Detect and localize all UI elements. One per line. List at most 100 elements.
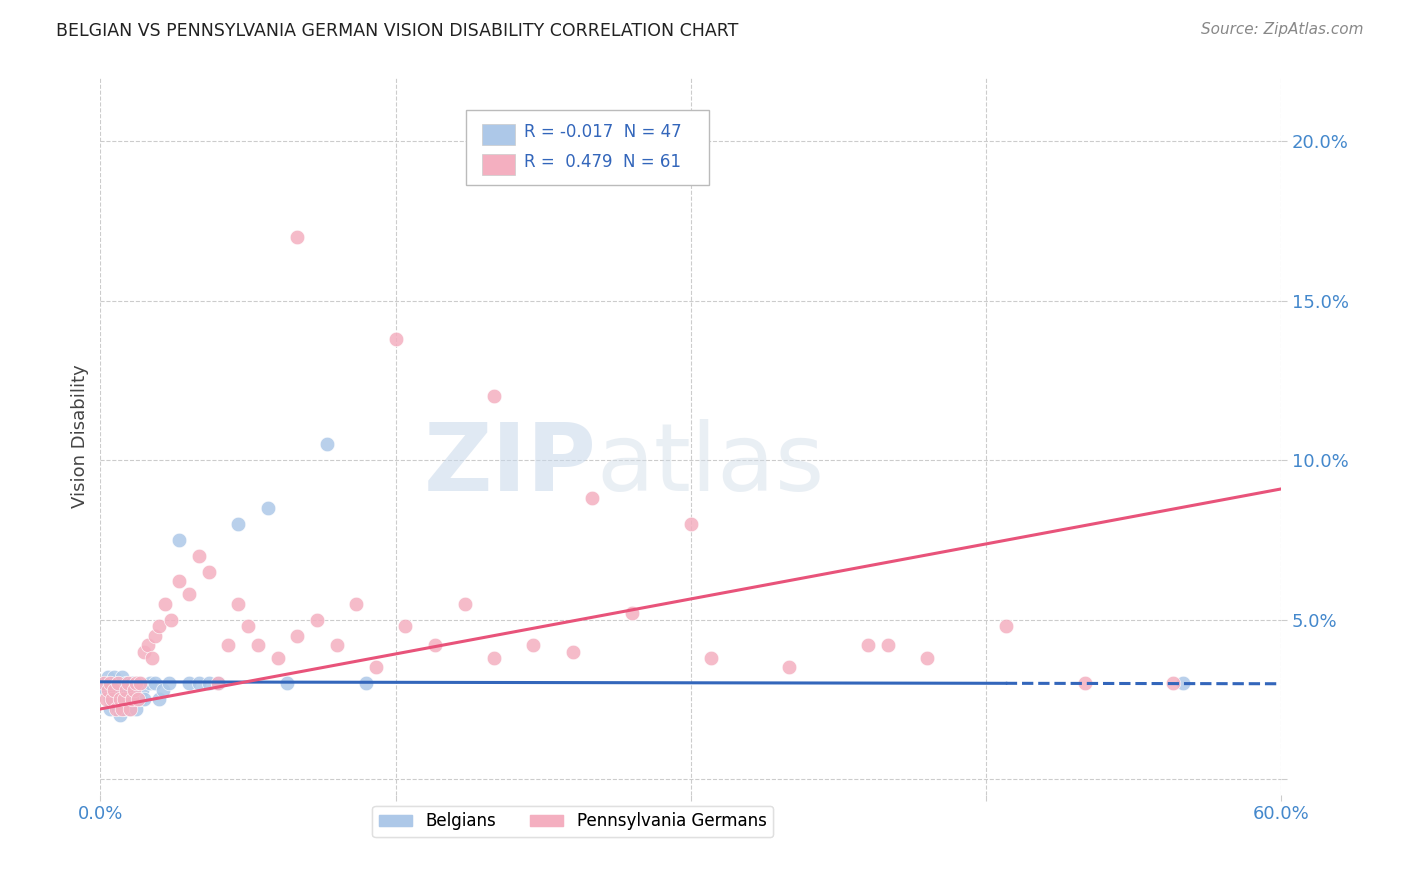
Point: [118, 682, 141, 697]
Point: [679, 516, 702, 531]
Point: [93, 676, 115, 690]
Point: [207, 676, 229, 690]
Point: [187, 549, 209, 563]
Point: [111, 670, 134, 684]
Point: [148, 619, 170, 633]
Point: [876, 638, 898, 652]
Point: [246, 638, 269, 652]
Point: [915, 651, 938, 665]
Point: [152, 682, 174, 697]
Point: [197, 676, 219, 690]
Text: Source: ZipAtlas.com: Source: ZipAtlas.com: [1201, 22, 1364, 37]
Y-axis label: Vision Disability: Vision Disability: [72, 364, 89, 508]
Point: [96, 682, 118, 697]
Point: [581, 491, 603, 506]
Point: [121, 692, 143, 706]
Point: [98, 692, 121, 706]
Point: [364, 660, 387, 674]
Point: [132, 692, 155, 706]
Point: [103, 682, 125, 697]
Point: [354, 676, 377, 690]
Text: BELGIAN VS PENNSYLVANIA GERMAN VISION DISABILITY CORRELATION CHART: BELGIAN VS PENNSYLVANIA GERMAN VISION DI…: [56, 22, 738, 40]
Point: [125, 676, 148, 690]
Point: [325, 638, 347, 652]
Text: R = -0.017  N = 47: R = -0.017 N = 47: [524, 123, 682, 142]
Point: [145, 629, 167, 643]
Point: [226, 516, 249, 531]
Point: [112, 682, 135, 697]
Point: [115, 676, 138, 690]
Point: [394, 619, 416, 633]
Point: [155, 597, 177, 611]
Point: [118, 702, 141, 716]
Point: [115, 692, 138, 706]
Point: [453, 597, 475, 611]
Point: [167, 574, 190, 589]
Point: [105, 702, 128, 716]
Point: [111, 692, 134, 706]
Point: [117, 676, 139, 690]
Point: [778, 660, 800, 674]
Point: [177, 587, 200, 601]
Point: [138, 676, 160, 690]
Point: [118, 702, 141, 716]
Point: [98, 676, 121, 690]
Point: [132, 644, 155, 658]
Point: [108, 682, 131, 697]
Point: [167, 533, 190, 547]
Point: [157, 676, 180, 690]
Point: [127, 692, 149, 706]
Point: [108, 692, 131, 706]
Point: [122, 682, 145, 697]
Point: [1073, 676, 1095, 690]
Point: [131, 682, 153, 697]
Bar: [482, 124, 515, 145]
Point: [93, 676, 115, 690]
Point: [423, 638, 446, 652]
Point: [107, 676, 129, 690]
Point: [103, 682, 125, 697]
Point: [522, 638, 544, 652]
Point: [105, 692, 128, 706]
Point: [108, 708, 131, 723]
Point: [285, 629, 308, 643]
Text: atlas: atlas: [596, 419, 825, 511]
Point: [145, 676, 167, 690]
Point: [236, 619, 259, 633]
Point: [112, 692, 135, 706]
Point: [96, 692, 118, 706]
Point: [994, 619, 1017, 633]
Point: [115, 682, 138, 697]
Point: [276, 676, 298, 690]
Point: [112, 702, 135, 716]
Point: [699, 651, 721, 665]
Point: [98, 702, 121, 716]
Point: [217, 638, 239, 652]
Point: [107, 702, 129, 716]
Point: [111, 702, 134, 716]
Point: [482, 651, 505, 665]
Point: [197, 565, 219, 579]
Point: [266, 651, 288, 665]
Point: [97, 670, 120, 684]
Point: [1161, 676, 1184, 690]
Point: [315, 437, 337, 451]
Point: [122, 692, 145, 706]
Point: [105, 686, 128, 700]
Point: [148, 692, 170, 706]
Point: [207, 676, 229, 690]
Point: [226, 597, 249, 611]
Legend: Belgians, Pennsylvania Germans: Belgians, Pennsylvania Germans: [373, 805, 773, 837]
Point: [127, 676, 149, 690]
Point: [101, 676, 124, 690]
Bar: [482, 154, 515, 175]
Text: ZIP: ZIP: [423, 419, 596, 511]
Point: [344, 597, 367, 611]
FancyBboxPatch shape: [467, 110, 709, 185]
Point: [187, 676, 209, 690]
Point: [561, 644, 583, 658]
Point: [125, 702, 148, 716]
Point: [482, 389, 505, 403]
Text: R =  0.479  N = 61: R = 0.479 N = 61: [524, 153, 682, 171]
Point: [128, 692, 150, 706]
